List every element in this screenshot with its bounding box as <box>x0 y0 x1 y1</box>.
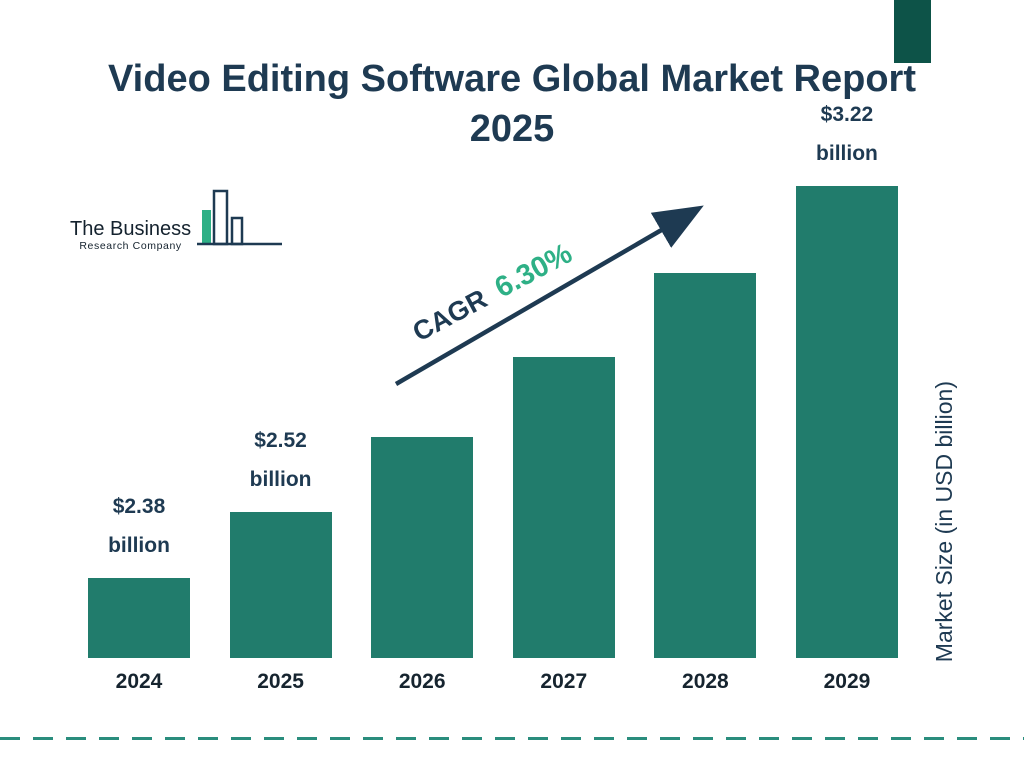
bar-2029 <box>795 185 898 658</box>
corner-accent-block <box>894 0 931 63</box>
bar-column: $2.52 billion 2025 <box>229 96 332 693</box>
x-axis-label: 2026 <box>398 670 446 693</box>
bar-2026 <box>371 437 474 658</box>
logo-subname: Research Company <box>79 240 182 252</box>
company-logo-text: The Business Research Company <box>70 218 191 252</box>
page-title: Video Editing Software Global Market Rep… <box>108 58 916 150</box>
bar-2027 <box>512 357 615 658</box>
x-axis-label: 2028 <box>682 670 729 693</box>
bar-2028 <box>654 273 757 658</box>
bar-column: 2027 <box>512 96 615 693</box>
bar-2025 <box>229 512 332 658</box>
bar-value-label: $3.22 billion <box>816 103 878 165</box>
logo-name: The Business <box>70 218 192 240</box>
cagr-trend-arrow <box>394 205 704 386</box>
bottom-dashed-rule <box>0 737 1024 740</box>
bar-value-label: $2.52 billion <box>249 429 312 492</box>
y-axis-title: Market Size (in USD billion) <box>931 380 957 662</box>
bar-chart: $2.38 billion 2024 $2.52 billion 2025 2026 2027… <box>88 96 898 693</box>
bar-column: 2026 <box>371 96 474 693</box>
company-logo: The Business Research Company <box>70 188 284 252</box>
x-axis-label: 2025 <box>257 670 304 693</box>
bar-column: $2.38 billion 2024 <box>88 96 190 693</box>
x-axis-label: 2027 <box>540 670 588 693</box>
bar-2024 <box>88 578 190 658</box>
bar-chart-logo-icon <box>197 189 283 246</box>
bar-column: $3.22 billion 2029 <box>795 96 898 693</box>
bar-value-label: $2.38 billion <box>108 495 170 558</box>
bar-column: 2028 <box>654 96 757 693</box>
x-axis-label: 2024 <box>115 670 163 693</box>
x-axis-label: 2029 <box>823 670 871 693</box>
